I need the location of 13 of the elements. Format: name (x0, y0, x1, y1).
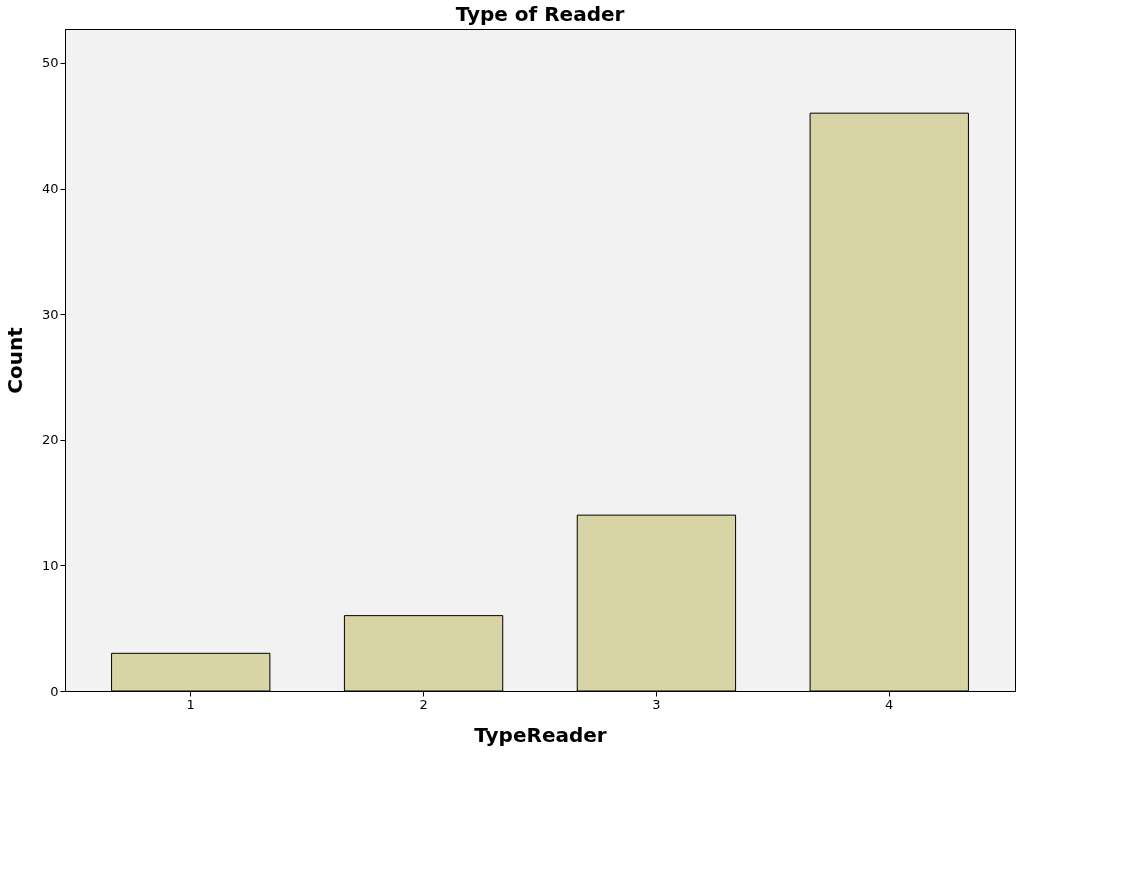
y-tick-label: 50 (41, 55, 59, 71)
y-tick-label: 20 (41, 432, 59, 448)
y-tick-label: 0 (50, 683, 59, 699)
chart-title: Type of Reader (455, 2, 625, 26)
x-tick-label: 2 (419, 696, 428, 712)
y-axis-title: Count (2, 326, 27, 394)
x-tick-label: 1 (186, 696, 195, 712)
y-tick-label: 40 (41, 181, 59, 197)
x-axis-title: TypeReader (474, 722, 607, 747)
y-tick-label: 30 (41, 306, 59, 322)
x-tick-label: 4 (885, 696, 894, 712)
x-tick-label: 3 (652, 696, 661, 712)
y-tick-label: 10 (41, 557, 59, 573)
